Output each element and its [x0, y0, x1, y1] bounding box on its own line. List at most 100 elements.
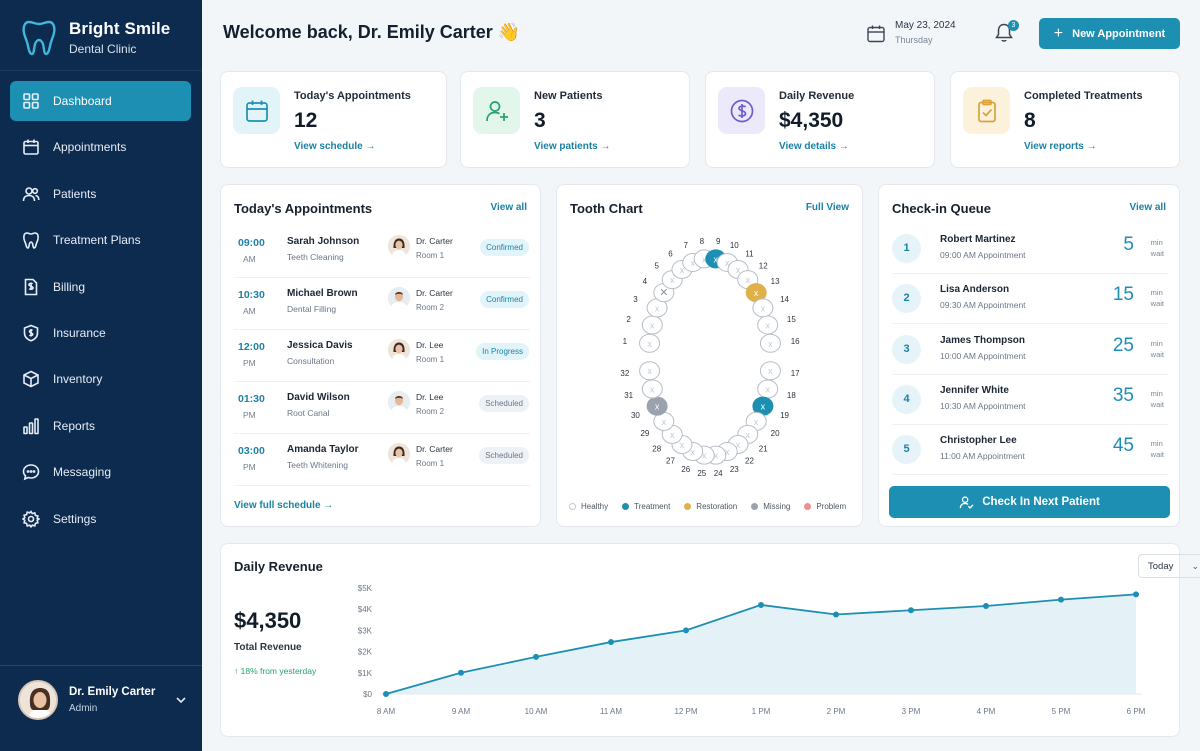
appointment-time: 09:00 [238, 237, 265, 249]
svg-text:x: x [670, 430, 675, 440]
tooth-14[interactable]: x [752, 298, 774, 318]
brand-subtitle: Dental Clinic [69, 41, 137, 56]
nav-item-treatment-plans[interactable]: Treatment Plans [10, 220, 191, 260]
y-tick-label: $0 [363, 690, 372, 699]
wait-minutes: 45 [1112, 435, 1134, 457]
tooth-number: 31 [624, 391, 633, 400]
chat-icon [22, 463, 40, 481]
tooth-18[interactable]: x [757, 379, 779, 399]
view-full-schedule-link[interactable]: View full schedule → [234, 500, 334, 511]
view-reports-link[interactable]: View reports → [1024, 141, 1097, 152]
view-all-link[interactable]: View all [1129, 202, 1166, 213]
data-point[interactable] [533, 653, 539, 660]
view-schedule-link[interactable]: View schedule → [294, 141, 376, 152]
tooth-32[interactable]: x [639, 361, 661, 381]
wait-minutes: 35 [1112, 384, 1134, 406]
tooth-16[interactable]: x [759, 333, 781, 353]
queue-position: 1 [892, 234, 921, 263]
nav-item-reports[interactable]: Reports [10, 406, 191, 446]
full-view-link[interactable]: Full View [805, 202, 849, 213]
data-point[interactable] [833, 611, 839, 618]
tooth-number: 25 [697, 469, 706, 478]
daily-revenue-card: Daily Revenue Today ⌄ $4,350 Total Reven… [220, 543, 1200, 737]
nav-item-dashboard[interactable]: Dashboard [10, 81, 191, 121]
data-point[interactable] [383, 691, 389, 697]
appointment-row[interactable]: 03:00 PM Amanda Taylor Teeth Whitening D… [234, 434, 530, 486]
appointment-row[interactable]: 10:30 AM Michael Brown Dental Filling Dr… [234, 278, 530, 330]
wait-minutes: 25 [1112, 334, 1134, 356]
bell-icon[interactable] [993, 22, 1015, 44]
svg-text:x: x [702, 451, 707, 461]
svg-text:x: x [754, 288, 759, 298]
tooth-15[interactable]: x [757, 315, 779, 335]
card-title: Daily Revenue [234, 559, 323, 574]
queue-row[interactable]: 1 Robert Martinez 09:00 AM Appointment 5… [892, 224, 1168, 274]
nav-item-patients[interactable]: Patients [10, 174, 191, 214]
chevron-down-icon[interactable] [174, 693, 188, 707]
nav-item-inventory[interactable]: Inventory [10, 359, 191, 399]
legend-item: Problem [804, 502, 846, 511]
user-profile[interactable]: Dr. Emily Carter Admin [18, 680, 188, 720]
data-point[interactable] [1133, 591, 1139, 598]
data-point[interactable] [983, 603, 989, 610]
shield-icon [22, 324, 40, 342]
queue-row[interactable]: 3 James Thompson 10:00 AM Appointment 25… [892, 325, 1168, 375]
tooth-3[interactable]: x [646, 298, 668, 318]
queue-row[interactable]: 2 Lisa Anderson 09:30 AM Appointment 15 … [892, 274, 1168, 325]
view-patients-link[interactable]: View patients → [534, 141, 611, 152]
data-point[interactable] [458, 669, 464, 676]
data-point[interactable] [758, 601, 764, 608]
tooth-31[interactable]: x [641, 379, 663, 399]
tooth-30[interactable]: x [646, 396, 668, 416]
view-all-link[interactable]: View all [490, 202, 527, 213]
revenue-chart[interactable]: $0 $1K $2K $3K $4K $5K 8 AM 9 AM 10 AM 11 AM 12 PM… [346, 554, 1166, 734]
tooth-number: 13 [771, 277, 780, 286]
nav-item-settings[interactable]: Settings [10, 499, 191, 539]
tooth-29[interactable]: x [653, 411, 675, 431]
check-in-next-button[interactable]: Check In Next Patient [889, 486, 1170, 518]
nav-item-appointments[interactable]: Appointments [10, 127, 191, 167]
legend-label: Healthy [581, 502, 609, 511]
tooth-17[interactable]: x [759, 361, 781, 381]
status-badge: Scheduled [479, 395, 529, 412]
appointments-card: Today's Appointments View all 09:00 AM S… [220, 184, 541, 527]
page-title: Welcome back, Dr. Emily Carter 👋 [223, 22, 521, 42]
nav-item-billing[interactable]: Billing [10, 267, 191, 307]
data-point[interactable] [683, 627, 689, 634]
clipboard-check-icon [963, 87, 1010, 134]
tooth-1[interactable]: x [639, 333, 661, 353]
appointment-row[interactable]: 01:30 PM David Wilson Root Canal Dr. Lee… [234, 382, 530, 434]
legend-label: Restoration [696, 502, 738, 511]
nav-label: Billing [53, 279, 86, 294]
status-badge: Scheduled [479, 447, 529, 464]
view-details-link[interactable]: View details → [779, 141, 849, 152]
appointment-row[interactable]: 12:00 PM Jessica Davis Consultation Dr. … [234, 330, 530, 382]
x-tick-label: 5 PM [1052, 707, 1071, 716]
appointment-row[interactable]: 09:00 AM Sarah Johnson Teeth Cleaning Dr… [234, 226, 530, 278]
appointment-time: 11:00 AM Appointment [940, 451, 1025, 462]
svg-text:x: x [670, 275, 675, 285]
data-point[interactable] [1058, 596, 1064, 603]
nav-label: Patients [53, 186, 97, 201]
queue-row[interactable]: 4 Jennifer White 10:30 AM Appointment 35… [892, 375, 1168, 425]
wait-unit-wait: wait [1150, 299, 1164, 309]
status-badge: Confirmed [480, 291, 529, 308]
queue-row[interactable]: 5 Christopher Lee 11:00 AM Appointment 4… [892, 425, 1168, 476]
tooth-number: 9 [716, 237, 721, 246]
tooth-number: 17 [791, 369, 800, 378]
user-plus-icon [473, 87, 520, 134]
period-select[interactable]: Today ⌄ [1138, 554, 1200, 578]
svg-text:x: x [647, 339, 652, 349]
new-appointment-button[interactable]: + New Appointment [1039, 18, 1180, 49]
brand-logo[interactable]: Bright Smile Dental Clinic [22, 18, 170, 56]
wait-unit-min: min [1150, 238, 1163, 247]
appointment-time: 10:30 [238, 289, 265, 301]
nav-item-messaging[interactable]: Messaging [10, 452, 191, 492]
plus-icon: + [1053, 24, 1064, 42]
tooth-number: 8 [700, 237, 705, 246]
data-point[interactable] [608, 639, 614, 646]
tooth-2[interactable]: x [641, 315, 663, 335]
data-point[interactable] [908, 607, 914, 614]
nav-item-insurance[interactable]: Insurance [10, 313, 191, 353]
